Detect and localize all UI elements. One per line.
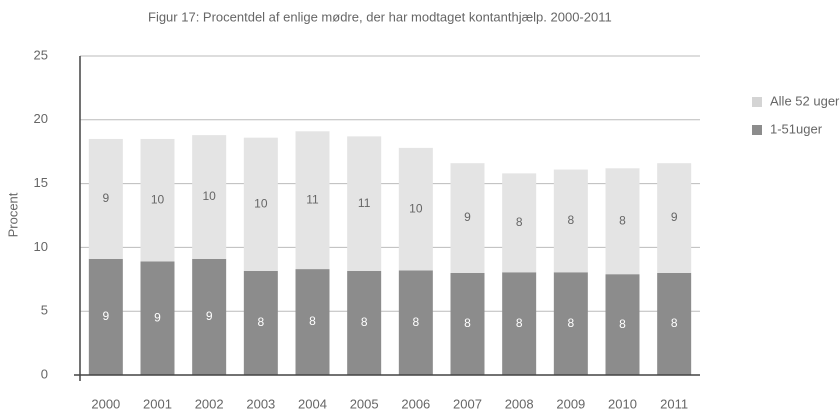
x-tick-label: 2004 <box>298 396 327 411</box>
y-tick-label: 25 <box>34 47 48 62</box>
value-label: 10 <box>151 192 165 206</box>
bar-segment <box>243 271 278 375</box>
bar-segment <box>295 269 330 375</box>
chart-title: Figur 17: Procentdel af enlige mødre, de… <box>148 9 612 24</box>
bar-segment <box>553 169 588 273</box>
bar-segment <box>398 147 433 271</box>
value-label: 9 <box>206 309 213 323</box>
value-label: 9 <box>464 210 471 224</box>
value-label: 9 <box>671 210 678 224</box>
value-label: 8 <box>619 317 626 331</box>
bar-segment <box>502 173 537 273</box>
value-label: 10 <box>254 197 268 211</box>
value-label: 9 <box>154 310 161 324</box>
bar-segment <box>605 168 640 275</box>
value-label: 8 <box>516 215 523 229</box>
y-tick-label: 5 <box>41 303 48 318</box>
bar-segment <box>88 258 123 375</box>
bar-segment <box>450 272 485 375</box>
y-tick-label: 15 <box>34 175 48 190</box>
y-tick-label: 20 <box>34 111 48 126</box>
bar-segment <box>347 136 382 272</box>
y-tick-label: 10 <box>34 239 48 254</box>
x-tick-label: 2002 <box>195 396 224 411</box>
x-tick-label: 2011 <box>660 396 688 411</box>
bar-segment <box>243 137 278 272</box>
value-label: 11 <box>358 196 371 210</box>
x-tick-label: 2008 <box>505 396 534 411</box>
bar-segment <box>140 138 175 262</box>
bar-segment <box>398 270 433 375</box>
x-tick-label: 2005 <box>350 396 379 411</box>
value-label: 8 <box>257 315 264 329</box>
y-tick-label: 0 <box>41 366 48 381</box>
legend-swatch <box>752 125 762 135</box>
legend-swatch <box>752 97 762 107</box>
bar-segment <box>502 272 537 375</box>
value-label: 10 <box>409 201 423 215</box>
x-tick-label: 2000 <box>91 396 120 411</box>
value-label: 8 <box>309 314 316 328</box>
value-label: 8 <box>412 315 419 329</box>
value-label: 9 <box>102 191 109 205</box>
value-label: 11 <box>306 192 319 206</box>
y-axis-label: Procent <box>5 192 20 237</box>
bar-segment <box>657 163 692 273</box>
bar-segment <box>192 135 227 259</box>
x-tick-label: 2006 <box>401 396 430 411</box>
value-label: 8 <box>671 316 678 330</box>
x-tick-label: 2003 <box>246 396 275 411</box>
legend-label: 1-51uger <box>770 121 823 136</box>
value-label: 9 <box>102 309 109 323</box>
x-tick-label: 2009 <box>556 396 585 411</box>
value-label: 8 <box>361 315 368 329</box>
bar-segment <box>553 272 588 375</box>
bar-segment <box>295 131 330 270</box>
value-label: 10 <box>202 189 216 203</box>
value-label: 8 <box>567 213 574 227</box>
value-label: 8 <box>464 316 471 330</box>
bar-segment <box>347 271 382 375</box>
bar-segment <box>605 274 640 375</box>
x-tick-label: 2007 <box>453 396 482 411</box>
x-tick-label: 2010 <box>608 396 637 411</box>
bar-segment <box>450 163 485 273</box>
value-label: 8 <box>567 316 574 330</box>
bar-segment <box>88 138 123 259</box>
bar-segment <box>140 261 175 375</box>
legend-label: Alle 52 uger <box>770 93 840 108</box>
bar-segment <box>657 272 692 375</box>
bar-segment <box>192 258 227 375</box>
value-label: 8 <box>516 316 523 330</box>
value-label: 8 <box>619 213 626 227</box>
x-tick-label: 2001 <box>143 396 172 411</box>
